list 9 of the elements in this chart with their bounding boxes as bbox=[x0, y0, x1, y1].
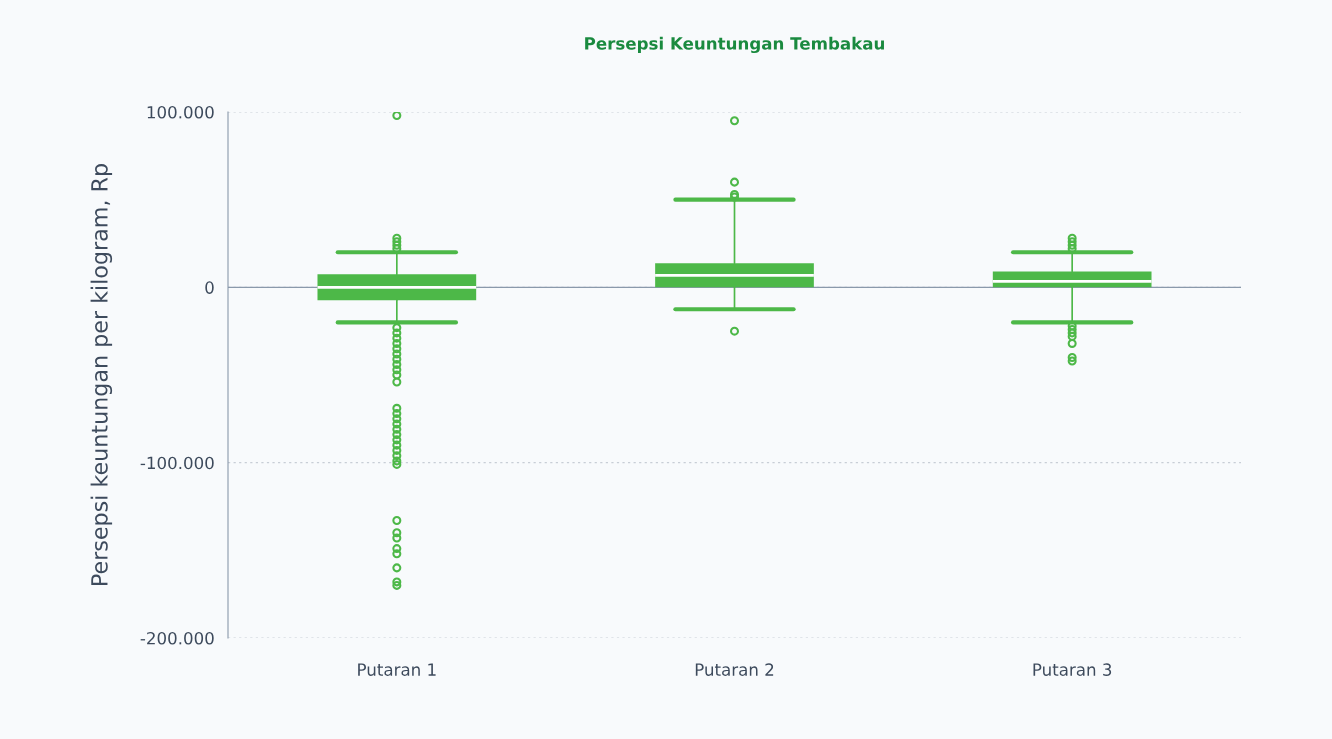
x-tick-label: Putaran 2 bbox=[695, 663, 774, 676]
y-tick-label: 100.000 bbox=[147, 105, 214, 119]
chart-title: Persepsi Keuntungan Tembakau bbox=[585, 36, 884, 54]
y-tick-label: -200.000 bbox=[140, 631, 214, 645]
y-axis-title: Persepsi keuntungan per kilogram, Rp bbox=[90, 164, 113, 585]
y-tick-label: -100.000 bbox=[140, 456, 214, 470]
x-tick-label: Putaran 1 bbox=[358, 663, 436, 676]
x-tick-label: Putaran 3 bbox=[1033, 663, 1112, 676]
y-tick-label: 0 bbox=[205, 281, 214, 294]
